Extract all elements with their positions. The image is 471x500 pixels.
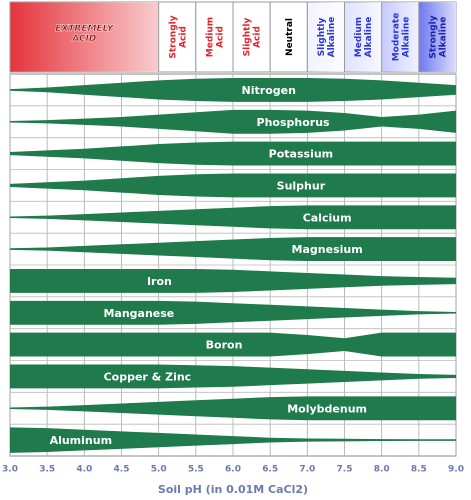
x-tick-label: 7.0	[299, 465, 315, 475]
nutrient-band	[10, 173, 456, 198]
zone-shine	[381, 2, 419, 72]
band-label: Potassium	[269, 148, 333, 161]
nutrient-band	[10, 332, 456, 357]
zone-label: ModerateAlkaline	[391, 13, 411, 62]
zone-shine	[344, 2, 382, 72]
nutrient-band	[10, 364, 456, 389]
band-label: Sulphur	[277, 179, 326, 192]
nutrient-band	[10, 77, 456, 102]
band-label: Boron	[206, 339, 243, 352]
zone-band	[195, 1, 234, 73]
x-tick-label: 4.0	[76, 465, 92, 475]
nutrient-band	[10, 427, 456, 453]
zone-band	[232, 1, 271, 73]
band-label: Magnesium	[292, 243, 363, 256]
zone-band	[158, 1, 197, 73]
band-label: Phosphorus	[257, 116, 331, 129]
x-tick-label: 7.5	[337, 465, 353, 475]
x-tick-label: 8.5	[411, 465, 427, 475]
nutrient-band	[10, 300, 456, 325]
nutrient-band	[10, 268, 456, 293]
band-label: Nitrogen	[242, 84, 296, 97]
zone-label: EXTREMELY ACID	[55, 24, 115, 44]
zone-label: MediumAcid	[205, 17, 225, 57]
x-tick-label: 3.5	[39, 465, 55, 475]
nutrient-band	[10, 205, 456, 230]
band-label: Calcium	[303, 211, 352, 224]
band-label: Iron	[147, 275, 172, 288]
zone-shine	[307, 2, 345, 72]
x-tick-label: 6.0	[225, 465, 241, 475]
x-tick-label: 8.0	[374, 465, 390, 475]
x-axis-title: Soil pH (in 0.01M CaCl2)	[158, 483, 308, 496]
zone-label: SlightlyAcid	[242, 17, 262, 56]
zone-shine	[418, 2, 456, 72]
zone-band	[269, 1, 308, 73]
zone-label: SlightlyAlkaline	[316, 17, 336, 58]
x-tick-label: 9.0	[448, 465, 464, 475]
zone-shine	[10, 2, 159, 72]
band-label: Copper & Zinc	[104, 370, 192, 383]
nutrient-band	[10, 141, 456, 166]
zone-label: StronglyAcid	[168, 15, 188, 58]
x-tick-label: 4.5	[114, 465, 130, 475]
x-tick-label: 3.0	[2, 465, 18, 475]
band-label: Molybdenum	[287, 402, 367, 415]
nutrient-band	[10, 237, 456, 262]
zone-label: StronglyAlkaline	[428, 15, 448, 58]
zone-label: Neutral	[284, 18, 294, 56]
x-tick-label: 5.0	[151, 465, 167, 475]
x-tick-label: 5.5	[188, 465, 204, 475]
band-label: Manganese	[103, 307, 174, 320]
nutrient-band	[10, 396, 456, 421]
nutrient-band	[10, 109, 456, 134]
zone-label: MediumAlkaline	[354, 17, 374, 58]
band-label: Aluminum	[50, 434, 112, 447]
x-tick-label: 6.5	[262, 465, 278, 475]
